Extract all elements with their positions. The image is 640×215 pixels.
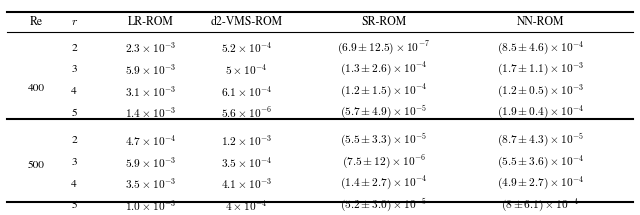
Text: $1.4 \times 10^{-3}$: $1.4 \times 10^{-3}$ bbox=[125, 105, 176, 120]
Text: 2: 2 bbox=[71, 136, 77, 145]
Text: 2: 2 bbox=[71, 43, 77, 53]
Text: $3.5 \times 10^{-3}$: $3.5 \times 10^{-3}$ bbox=[125, 176, 176, 191]
Text: $r$: $r$ bbox=[70, 16, 77, 28]
Text: $\mathbf{(6.9 \pm 12.5) \times 10^{-7}}$: $\mathbf{(6.9 \pm 12.5) \times 10^{-7}}$ bbox=[337, 39, 430, 57]
Text: $(1.9 \pm 0.4) \times 10^{-4}$: $(1.9 \pm 0.4) \times 10^{-4}$ bbox=[497, 104, 584, 121]
Text: $(5.7 \pm 4.9) \times 10^{-5}$: $(5.7 \pm 4.9) \times 10^{-5}$ bbox=[340, 104, 428, 121]
Text: $(5.5 \pm 3.6) \times 10^{-4}$: $(5.5 \pm 3.6) \times 10^{-4}$ bbox=[497, 154, 584, 171]
Text: $\mathbf{(5.2 \pm 3.0) \times 10^{-5}}$: $\mathbf{(5.2 \pm 3.0) \times 10^{-5}}$ bbox=[340, 197, 428, 214]
Text: $2.3 \times 10^{-3}$: $2.3 \times 10^{-3}$ bbox=[125, 41, 176, 55]
Text: $5.9 \times 10^{-3}$: $5.9 \times 10^{-3}$ bbox=[125, 62, 176, 77]
Text: $\mathbf{(1.3 \pm 2.6) \times 10^{-4}}$: $\mathbf{(1.3 \pm 2.6) \times 10^{-4}}$ bbox=[340, 61, 428, 78]
Text: $3.1 \times 10^{-3}$: $3.1 \times 10^{-3}$ bbox=[125, 84, 176, 98]
Text: 4: 4 bbox=[71, 86, 77, 96]
Text: $\mathbf{(1.4 \pm 2.7) \times 10^{-4}}$: $\mathbf{(1.4 \pm 2.7) \times 10^{-4}}$ bbox=[340, 175, 428, 192]
Text: 5: 5 bbox=[71, 108, 77, 118]
Text: $4 \times 10^{-4}$: $4 \times 10^{-4}$ bbox=[225, 198, 268, 213]
Text: $\mathbf{5.6 \times 10^{-6}}$: $\mathbf{5.6 \times 10^{-6}}$ bbox=[221, 105, 272, 120]
Text: 5: 5 bbox=[71, 201, 77, 210]
Text: $(4.9 \pm 2.7) \times 10^{-4}$: $(4.9 \pm 2.7) \times 10^{-4}$ bbox=[497, 175, 584, 192]
Text: $1.0 \times 10^{-3}$: $1.0 \times 10^{-3}$ bbox=[125, 198, 176, 213]
Text: $(8.5 \pm 4.6) \times 10^{-4}$: $(8.5 \pm 4.6) \times 10^{-4}$ bbox=[497, 39, 584, 57]
Text: $5.2 \times 10^{-4}$: $5.2 \times 10^{-4}$ bbox=[221, 41, 272, 55]
Text: $5.9 \times 10^{-3}$: $5.9 \times 10^{-3}$ bbox=[125, 155, 176, 169]
Text: $(8.7 \pm 4.3) \times 10^{-5}$: $(8.7 \pm 4.3) \times 10^{-5}$ bbox=[497, 132, 584, 149]
Text: $3.5 \times 10^{-4}$: $3.5 \times 10^{-4}$ bbox=[221, 155, 272, 169]
Text: 4: 4 bbox=[71, 179, 77, 189]
Text: Re: Re bbox=[29, 16, 42, 28]
Text: $4.1 \times 10^{-3}$: $4.1 \times 10^{-3}$ bbox=[221, 176, 272, 191]
Text: $(1.7 \pm 1.1) \times 10^{-3}$: $(1.7 \pm 1.1) \times 10^{-3}$ bbox=[497, 61, 584, 78]
Text: 400: 400 bbox=[28, 83, 44, 93]
Text: 3: 3 bbox=[71, 65, 77, 74]
Text: 500: 500 bbox=[28, 160, 44, 170]
Text: $4.7 \times 10^{-4}$: $4.7 \times 10^{-4}$ bbox=[125, 133, 177, 148]
Text: $6.1 \times 10^{-4}$: $6.1 \times 10^{-4}$ bbox=[221, 84, 272, 98]
Text: $(1.2 \pm 0.5) \times 10^{-3}$: $(1.2 \pm 0.5) \times 10^{-3}$ bbox=[497, 83, 584, 100]
Text: $(8 \pm 6.1) \times 10^{-4}$: $(8 \pm 6.1) \times 10^{-4}$ bbox=[501, 197, 580, 214]
Text: $5 \times 10^{-4}$: $5 \times 10^{-4}$ bbox=[225, 62, 268, 77]
Text: SR-ROM: SR-ROM bbox=[361, 16, 406, 28]
Text: 3: 3 bbox=[71, 157, 77, 167]
Text: d2-VMS-ROM: d2-VMS-ROM bbox=[211, 16, 283, 28]
Text: NN-ROM: NN-ROM bbox=[516, 16, 564, 28]
Text: $1.2 \times 10^{-3}$: $1.2 \times 10^{-3}$ bbox=[221, 133, 272, 148]
Text: LR-ROM: LR-ROM bbox=[128, 16, 173, 28]
Text: $\mathbf{(1.2 \pm 1.5) \times 10^{-4}}$: $\mathbf{(1.2 \pm 1.5) \times 10^{-4}}$ bbox=[340, 83, 428, 100]
Text: $\mathbf{(5.5 \pm 3.3) \times 10^{-5}}$: $\mathbf{(5.5 \pm 3.3) \times 10^{-5}}$ bbox=[340, 132, 428, 149]
Text: $\mathbf{(7.5 \pm 12) \times 10^{-6}}$: $\mathbf{(7.5 \pm 12) \times 10^{-6}}$ bbox=[342, 154, 426, 171]
